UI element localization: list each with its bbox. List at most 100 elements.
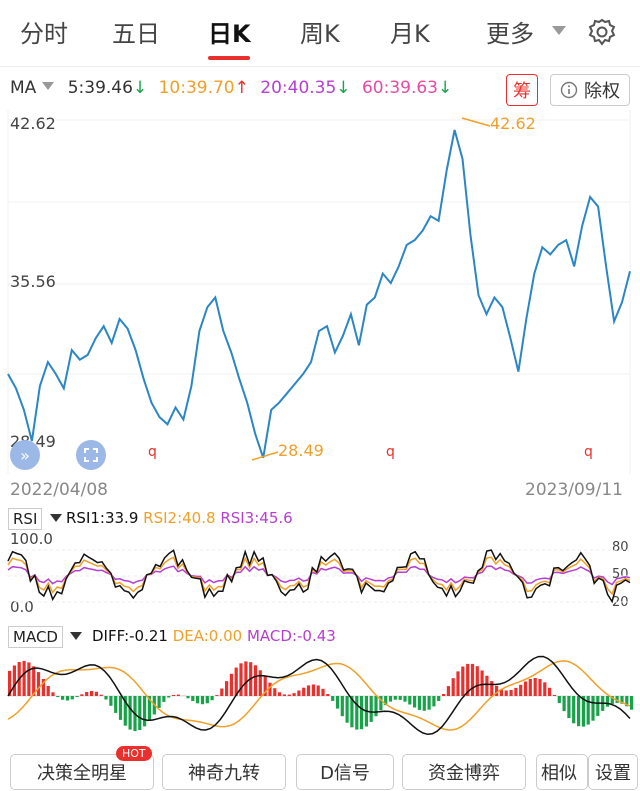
- q-marker[interactable]: q: [386, 444, 395, 460]
- magic-nine-button[interactable]: 神奇九转: [162, 754, 286, 790]
- macd-bar: [220, 688, 224, 696]
- macd-bar: [499, 689, 503, 696]
- max-marker-line: [461, 117, 491, 127]
- price-chart[interactable]: [0, 110, 640, 474]
- macd-bar: [625, 696, 629, 707]
- macd-bar: [162, 696, 166, 702]
- macd-bar: [591, 696, 595, 721]
- macd-bar: [51, 692, 55, 696]
- macd-bar: [504, 690, 508, 696]
- q-marker[interactable]: q: [584, 444, 593, 460]
- macd-bar: [196, 696, 200, 704]
- macd-bar: [70, 696, 74, 700]
- rsi-chart[interactable]: [0, 536, 640, 616]
- macd-bar: [61, 696, 65, 700]
- macd-bar: [403, 696, 407, 702]
- rsi3-value: RSI3:45.6: [220, 509, 293, 527]
- macd-selector[interactable]: MACD: [8, 626, 63, 648]
- info-circle-icon: [560, 81, 578, 99]
- tab-more[interactable]: 更多: [486, 20, 534, 48]
- macd-bar: [586, 696, 590, 725]
- macd-bar: [350, 696, 354, 728]
- diff-line: [7, 655, 631, 736]
- chevron-down-icon[interactable]: [42, 82, 55, 90]
- macd-bar: [41, 679, 45, 696]
- ma5-value: 5:39.46↓: [67, 78, 148, 98]
- macd-bar: [229, 673, 233, 696]
- y-label-mid: 35.56: [10, 272, 56, 291]
- ma-legend: MA 5:39.46↓ 10:39.70↑ 20:40.35↓ 60:39.63…: [10, 78, 458, 98]
- macd-bar: [171, 695, 176, 696]
- macd-bar: [109, 696, 113, 706]
- macd-bar: [302, 687, 306, 696]
- fund-game-button[interactable]: 资金博弈: [402, 754, 526, 790]
- rsi1-value: RSI1:33.9: [66, 509, 139, 527]
- macd-bar: [485, 675, 489, 696]
- macd-bar: [326, 694, 330, 696]
- ma10-value: 10:39.70↑: [158, 78, 249, 98]
- macd-bar: [552, 695, 557, 696]
- macd-bar: [186, 696, 190, 699]
- tab-rik[interactable]: 日K: [208, 20, 251, 48]
- rsi-selector[interactable]: RSI: [8, 508, 43, 530]
- macd-bar: [75, 696, 79, 697]
- tab-yuek[interactable]: 月K: [390, 20, 430, 48]
- macd-bar: [572, 696, 576, 724]
- macd-bar: [562, 696, 566, 712]
- tab-zhouk[interactable]: 周K: [300, 20, 340, 48]
- macd-bar: [268, 682, 272, 696]
- gear-icon[interactable]: [588, 18, 616, 46]
- q-marker[interactable]: q: [148, 444, 157, 460]
- similar-button[interactable]: 相似: [536, 754, 588, 790]
- expand-left-icon[interactable]: »: [10, 440, 40, 470]
- macd-bar: [581, 696, 585, 727]
- macd-label: MACD: [13, 628, 58, 646]
- macd-bar: [379, 696, 383, 711]
- ma-label[interactable]: MA: [10, 78, 37, 98]
- macd-bar: [263, 676, 267, 696]
- macd-bar: [369, 696, 373, 722]
- macd-bar: [514, 687, 518, 696]
- settings-button[interactable]: 设置: [588, 754, 638, 790]
- macd-bar: [244, 661, 248, 696]
- min-price-label: 28.49: [278, 441, 324, 460]
- chevron-down-icon[interactable]: [70, 632, 82, 640]
- macd-bar: [282, 694, 286, 696]
- macd-bar: [398, 696, 402, 700]
- macd-bar: [297, 690, 301, 696]
- macd-bar: [335, 696, 340, 709]
- macd-bar: [210, 696, 214, 701]
- macd-bar: [509, 690, 513, 696]
- macd-bar: [200, 696, 205, 705]
- fullscreen-icon[interactable]: [76, 440, 106, 470]
- macd-bar: [557, 696, 561, 703]
- diff-value: DIFF:-0.21: [92, 627, 168, 645]
- macd-bar: [65, 696, 70, 701]
- macd-bar: [475, 666, 479, 696]
- macd-chart[interactable]: [0, 650, 640, 740]
- chip-distribution-button[interactable]: 筹: [506, 74, 538, 106]
- macd-bar: [80, 694, 84, 696]
- ex-rights-button[interactable]: 除权: [550, 74, 630, 106]
- macd-bar: [461, 666, 465, 696]
- macd-bar: [331, 696, 335, 701]
- d-signal-button[interactable]: D信号: [296, 754, 394, 790]
- tab-fenshi[interactable]: 分时: [20, 20, 68, 48]
- macd-bar: [36, 672, 41, 696]
- macd-bar: [118, 696, 123, 720]
- tab-wuri[interactable]: 五日: [112, 20, 160, 48]
- macd-bar: [427, 696, 431, 710]
- macd-bar: [8, 670, 12, 696]
- divider: [0, 66, 640, 67]
- chevron-down-icon[interactable]: [50, 514, 62, 522]
- macd-bar: [176, 694, 180, 696]
- active-tab-indicator: [208, 56, 250, 60]
- macd-bar: [413, 696, 417, 708]
- macd-bar: [432, 696, 436, 707]
- macd-bar: [480, 670, 484, 696]
- macd-value: MACD:-0.43: [246, 627, 336, 645]
- macd-bar: [384, 696, 388, 706]
- macd-bar: [630, 696, 634, 710]
- macd-bar: [311, 684, 315, 696]
- period-tabs: 分时 五日 日K 周K 月K 更多: [0, 0, 640, 66]
